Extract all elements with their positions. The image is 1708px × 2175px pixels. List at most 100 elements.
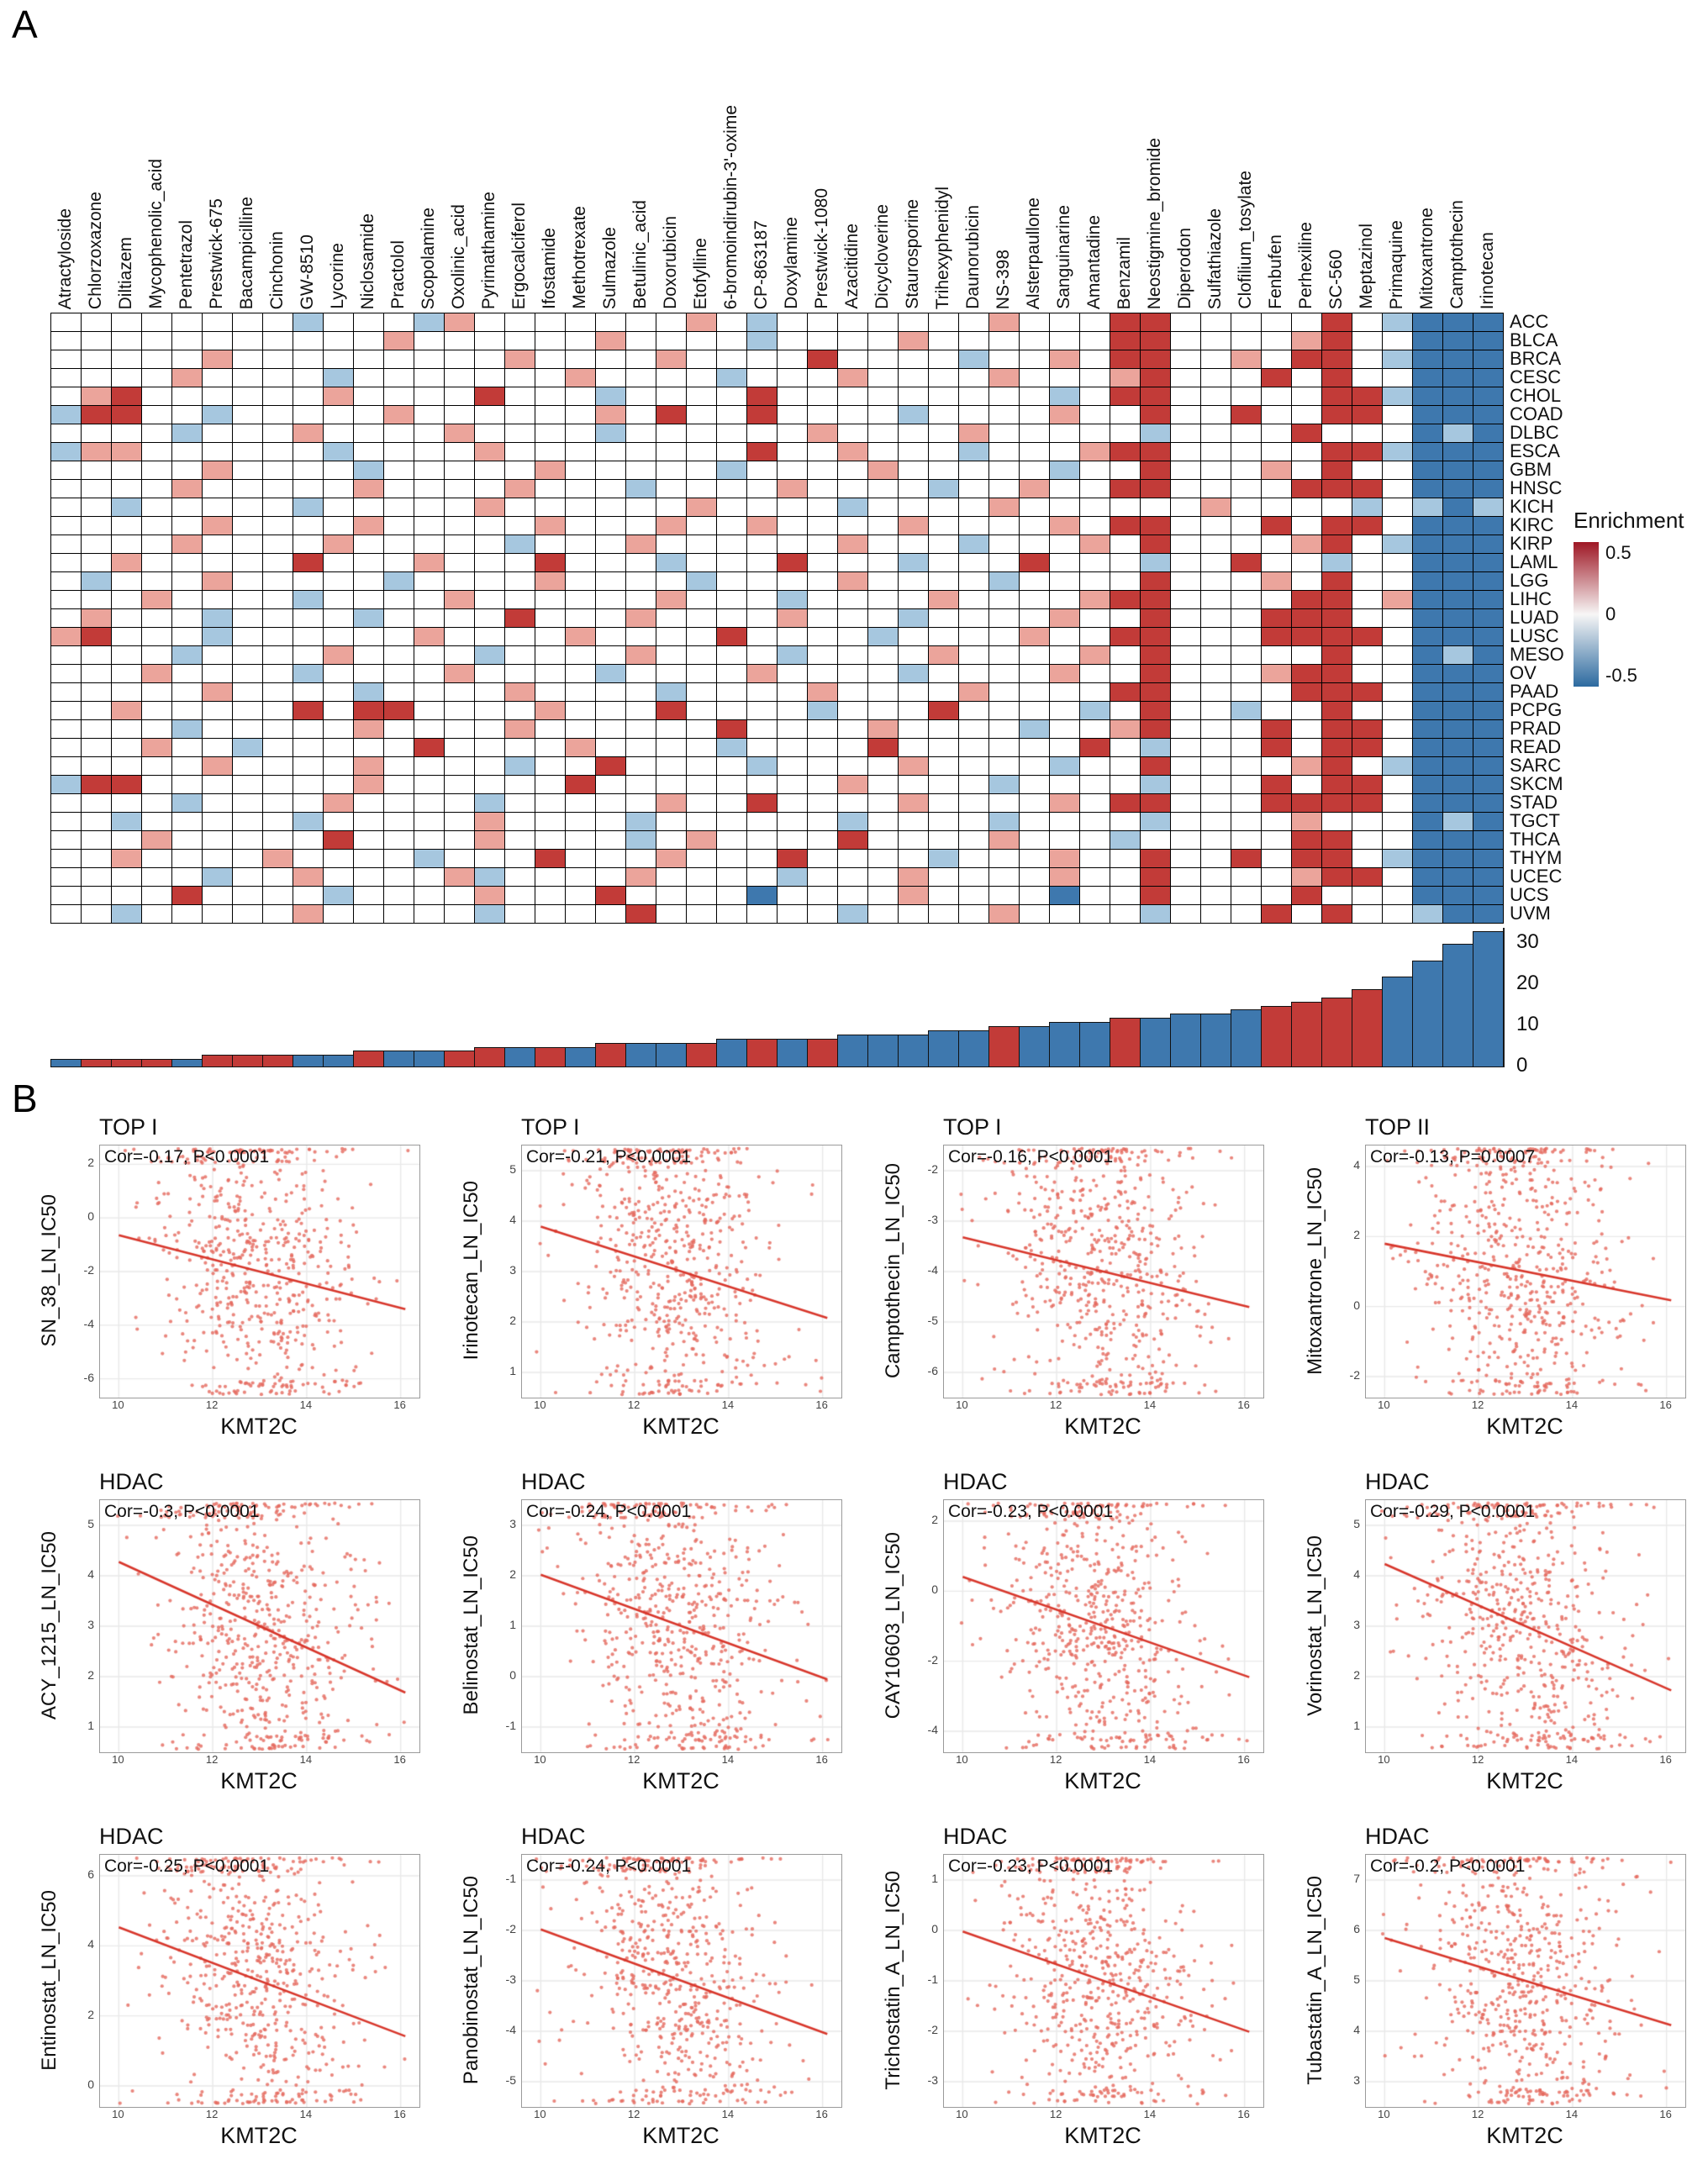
heatmap-cell: [1110, 683, 1141, 702]
heatmap-cell: [505, 609, 535, 628]
plot-group-label: TOP I: [99, 1114, 158, 1140]
x-tick-label: 16: [393, 1753, 406, 1766]
heatmap-row-label: OV: [1510, 662, 1537, 683]
heatmap-row: [51, 850, 1504, 868]
heatmap-column-label: Alsterpaullone: [1019, 197, 1049, 309]
heatmap-cell: [1413, 332, 1443, 350]
heatmap-cell: [1473, 776, 1504, 794]
heatmap-cell: [414, 554, 445, 572]
heatmap-cell: [1110, 424, 1141, 443]
heatmap-cell: [445, 776, 475, 794]
heatmap-cell: [51, 387, 82, 406]
heatmap-cell: [1050, 535, 1080, 554]
heatmap-cell: [808, 887, 838, 905]
heatmap-cell: [1413, 905, 1443, 924]
y-tick-label: -3: [927, 2073, 938, 2087]
heatmap-cell: [596, 609, 626, 628]
heatmap-cell: [1080, 517, 1110, 535]
heatmap-cell: [1020, 554, 1050, 572]
heatmap-column-label-text: Bacampicilline: [237, 196, 256, 309]
heatmap-cell: [384, 831, 414, 850]
heatmap-cell: [324, 702, 354, 720]
heatmap-cell: [324, 776, 354, 794]
heatmap-cell: [112, 905, 142, 924]
heatmap-cell: [868, 609, 899, 628]
heatmap-cell: [656, 702, 687, 720]
heatmap-cell: [868, 702, 899, 720]
plot-area: Cor=-0.24, P<0.0001: [521, 1854, 842, 2108]
heatmap-cell: [384, 739, 414, 757]
heatmap-cell: [959, 720, 989, 739]
heatmap-cell: [1080, 646, 1110, 665]
heatmap-cell: [1020, 350, 1050, 369]
heatmap-cell: [566, 387, 596, 406]
heatmap-cell: [1383, 498, 1413, 517]
x-tick-label: 16: [1237, 1398, 1250, 1411]
x-tick-label: 12: [627, 1398, 640, 1411]
heatmap-cell: [778, 443, 808, 461]
heatmap-cell: [82, 776, 112, 794]
heatmap-cell: [626, 387, 656, 406]
heatmap-cell: [384, 702, 414, 720]
heatmap-cell: [505, 480, 535, 498]
y-tick-label: -4: [83, 1316, 94, 1330]
heatmap-cell: [1080, 887, 1110, 905]
heatmap-cell: [1262, 646, 1292, 665]
heatmap-cell: [1231, 628, 1262, 646]
heatmap-cell: [687, 572, 717, 591]
heatmap-cell: [808, 720, 838, 739]
heatmap-cell: [656, 646, 687, 665]
heatmap-cell: [293, 313, 324, 332]
heatmap-cell: [899, 831, 929, 850]
heatmap-cell: [778, 461, 808, 480]
bar: [1019, 1026, 1050, 1067]
heatmap-cell: [1110, 794, 1141, 813]
heatmap-cell: [1141, 313, 1171, 332]
heatmap-cell: [899, 665, 929, 683]
heatmap-cell: [354, 720, 384, 739]
heatmap-cell: [1262, 387, 1292, 406]
heatmap-cell: [233, 572, 263, 591]
bar-axis-tick: 10: [1516, 1013, 1539, 1035]
heatmap-cell: [1050, 720, 1080, 739]
heatmap-cell: [1292, 480, 1322, 498]
heatmap-cell: [989, 535, 1020, 554]
heatmap-cell: [1141, 813, 1171, 831]
heatmap-cell: [656, 868, 687, 887]
heatmap-cell: [1141, 868, 1171, 887]
heatmap-cell: [1352, 905, 1383, 924]
heatmap-cell: [535, 720, 566, 739]
heatmap-cell: [263, 443, 293, 461]
panel-a-label: A: [12, 3, 38, 46]
heatmap-cell: [233, 831, 263, 850]
heatmap-cell: [1443, 461, 1473, 480]
heatmap-cell: [656, 665, 687, 683]
heatmap-cell: [868, 628, 899, 646]
y-axis-label-text: CAY10603_LN_IC50: [882, 1531, 904, 1719]
heatmap-cell: [1473, 609, 1504, 628]
heatmap-cell: [51, 443, 82, 461]
x-tick-label: 12: [1049, 1753, 1062, 1766]
heatmap-row-label: LUAD: [1510, 607, 1559, 628]
heatmap-cell: [445, 461, 475, 480]
heatmap-cell: [1141, 646, 1171, 665]
heatmap-cell: [1322, 757, 1352, 776]
heatmap-cell: [535, 480, 566, 498]
heatmap-cell: [1262, 831, 1292, 850]
heatmap-column-label: Meptazinol: [1352, 224, 1382, 309]
heatmap-cell: [989, 609, 1020, 628]
heatmap-cell: [354, 535, 384, 554]
heatmap-cell: [82, 887, 112, 905]
heatmap-cell: [475, 572, 505, 591]
heatmap-cell: [687, 868, 717, 887]
heatmap-cell: [475, 739, 505, 757]
heatmap-cell: [505, 720, 535, 739]
heatmap-cell: [1262, 424, 1292, 443]
heatmap-cell: [687, 609, 717, 628]
heatmap-cell: [112, 683, 142, 702]
heatmap-cell: [1201, 591, 1231, 609]
heatmap-cell: [929, 554, 959, 572]
heatmap-cell: [1322, 461, 1352, 480]
heatmap-column-label: NS-398: [988, 250, 1019, 309]
heatmap-cell: [626, 572, 656, 591]
